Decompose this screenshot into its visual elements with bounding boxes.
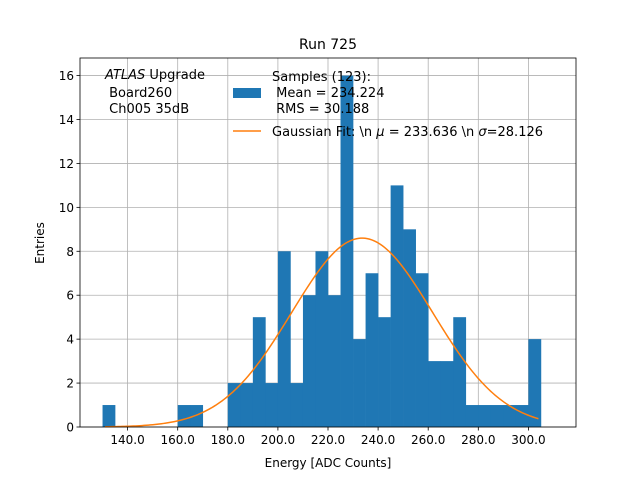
histogram-bar <box>453 317 467 427</box>
histogram-bar <box>102 405 116 427</box>
histogram-bar <box>403 229 416 427</box>
histogram-bar <box>190 405 204 427</box>
histogram-bar <box>415 273 429 427</box>
legend-fit-label: Gaussian Fit: \n μ = 233.636 \n σ=28.126 <box>272 125 543 140</box>
chart-title: Run 725 <box>299 37 357 53</box>
mu-symbol: μ <box>375 125 384 140</box>
x-tick-label: 180.0 <box>211 433 245 447</box>
histogram-bar <box>353 339 366 427</box>
x-tick-label: 200.0 <box>261 433 295 447</box>
x-tick-label: 300.0 <box>511 433 545 447</box>
y-tick-label: 0 <box>66 421 74 435</box>
x-tick-label: 140.0 <box>110 433 144 447</box>
histogram-bar <box>390 185 404 427</box>
annotation-line3: Ch005 35dB <box>105 102 189 117</box>
y-tick-label: 14 <box>59 113 74 127</box>
annotation-box: ATLAS Upgrade Board260 Ch005 35dB <box>104 68 205 117</box>
legend-bar-swatch <box>233 88 261 98</box>
legend-samples-line1: Samples (123): <box>272 70 371 85</box>
mu-value: = 233.636 \n <box>385 125 479 140</box>
y-axis-label: Entries <box>33 222 47 264</box>
x-tick-label: 240.0 <box>361 433 395 447</box>
histogram-bar <box>328 295 341 427</box>
sigma-symbol: σ <box>478 125 487 140</box>
upgrade-label: Upgrade <box>145 68 205 83</box>
annotation-line2: Board260 <box>105 86 172 101</box>
legend-samples-line2: Mean = 234.224 <box>272 86 384 101</box>
fit-prefix: Gaussian Fit: \n <box>272 125 376 140</box>
histogram-bar <box>515 405 529 427</box>
histogram-bar <box>277 251 291 427</box>
histogram-bar <box>440 361 454 427</box>
legend: Samples (123): Mean = 234.224 RMS = 30.1… <box>233 70 543 140</box>
histogram-bars <box>102 75 542 428</box>
y-tick-label: 4 <box>66 333 74 347</box>
histogram-bar <box>290 383 304 427</box>
axis-ticks: 140.0 160.0 180.0 200.0 220.0 240.0 260.0 280.0… <box>59 69 546 447</box>
histogram-bar <box>365 273 379 427</box>
y-tick-label: 6 <box>66 289 74 303</box>
histogram-bar <box>177 405 191 427</box>
x-tick-label: 160.0 <box>161 433 195 447</box>
histogram-bar <box>302 295 316 427</box>
y-tick-label: 8 <box>66 245 74 259</box>
x-tick-label: 220.0 <box>311 433 345 447</box>
histogram-bar <box>240 383 254 427</box>
histogram-bar <box>478 405 492 427</box>
histogram-bar <box>428 361 442 427</box>
histogram-bar <box>378 317 391 427</box>
y-tick-label: 2 <box>66 377 74 391</box>
histogram-bar <box>340 75 354 428</box>
histogram-bar <box>465 405 479 427</box>
y-tick-label: 12 <box>59 157 74 171</box>
x-axis-label: Energy [ADC Counts] <box>265 456 392 470</box>
histogram-bar <box>252 317 266 427</box>
histogram-bar <box>503 405 517 427</box>
y-tick-label: 16 <box>59 69 74 83</box>
atlas-label: ATLAS <box>104 68 145 83</box>
x-tick-label: 260.0 <box>411 433 445 447</box>
y-tick-label: 10 <box>59 201 74 215</box>
x-tick-label: 280.0 <box>461 433 495 447</box>
histogram-bar <box>315 251 329 427</box>
histogram-bar <box>490 405 504 427</box>
annotation-line1: ATLAS Upgrade <box>104 68 205 83</box>
histogram-bar <box>265 383 279 427</box>
sigma-value: =28.126 <box>487 125 543 140</box>
legend-samples-line3: RMS = 30.188 <box>272 102 369 117</box>
gaussian-fit-line <box>105 237 539 428</box>
histogram-bar <box>528 339 542 427</box>
